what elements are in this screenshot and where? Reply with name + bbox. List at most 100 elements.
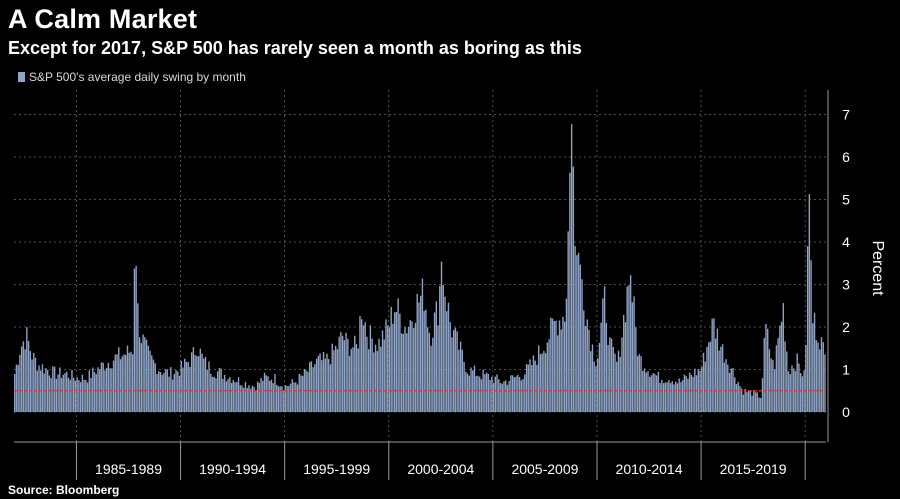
bar: [725, 359, 727, 412]
bar: [612, 346, 614, 412]
bar: [189, 366, 191, 412]
bar: [669, 383, 672, 412]
bar: [317, 355, 320, 412]
bar: [36, 370, 38, 412]
bar: [442, 284, 444, 412]
bar: [92, 367, 94, 412]
bar: [310, 361, 313, 412]
bar: [185, 361, 188, 412]
bar: [255, 390, 257, 412]
bar: [793, 368, 795, 412]
bar: [355, 344, 358, 412]
bar: [19, 354, 21, 412]
bar: [336, 349, 339, 412]
bar: [50, 378, 52, 412]
bar: [567, 231, 569, 412]
bar: [550, 317, 552, 412]
bar: [432, 337, 434, 412]
bar: [133, 268, 136, 412]
bar: [786, 351, 788, 412]
bar: [739, 385, 741, 412]
bar: [529, 359, 531, 412]
bar: [267, 376, 269, 412]
x-tick-label: 1995-1999: [303, 461, 370, 477]
bar: [598, 342, 601, 412]
bar: [300, 375, 302, 412]
bar: [564, 321, 566, 412]
bar: [31, 359, 33, 412]
x-tick-label: 1990-1994: [199, 461, 266, 477]
bar: [440, 261, 443, 412]
bar: [196, 356, 198, 412]
bar: [217, 371, 219, 412]
bar: [152, 359, 155, 412]
bar: [126, 345, 129, 412]
bar: [695, 375, 698, 412]
bar: [789, 374, 791, 412]
bar: [459, 341, 462, 412]
bar: [347, 338, 349, 412]
x-tick-label: 2010-2014: [616, 461, 683, 477]
bar: [595, 366, 597, 412]
bar: [34, 357, 37, 412]
bar: [366, 336, 368, 412]
bar: [203, 358, 205, 412]
bar: [737, 381, 739, 412]
bar: [100, 362, 103, 412]
y-tick-label: 6: [842, 149, 850, 165]
bar: [496, 374, 498, 412]
x-tick-label: 2015-2019: [720, 461, 787, 477]
bar: [222, 378, 224, 412]
bar: [820, 337, 823, 412]
bar: [701, 366, 703, 412]
bar: [609, 337, 611, 412]
bar: [518, 377, 521, 412]
bar: [590, 351, 592, 412]
bar: [723, 362, 726, 412]
bar: [260, 377, 262, 412]
bar: [477, 375, 479, 412]
bar: [406, 333, 408, 412]
bar: [246, 387, 248, 412]
bar: [633, 296, 635, 412]
bar: [444, 296, 446, 412]
bar: [265, 375, 267, 412]
bar: [602, 298, 604, 412]
bar: [435, 301, 438, 412]
bar: [638, 354, 641, 412]
axes: [14, 90, 829, 480]
bar: [767, 328, 769, 412]
bar: [683, 374, 686, 412]
bar: [74, 380, 77, 412]
bar: [229, 377, 231, 412]
bar: [484, 374, 486, 412]
bar: [727, 364, 729, 412]
bar: [813, 312, 816, 412]
bar: [661, 379, 663, 412]
bar: [749, 390, 752, 412]
bar: [322, 352, 325, 412]
chart-title: A Calm Market: [8, 4, 198, 34]
bar: [642, 370, 644, 412]
bar: [208, 361, 210, 412]
bar: [626, 286, 628, 412]
bar: [130, 351, 132, 412]
legend-label: S&P 500's average daily swing by month: [29, 70, 246, 84]
bar: [537, 345, 540, 412]
bar: [437, 325, 439, 412]
bar: [354, 335, 356, 412]
bar: [66, 371, 68, 412]
bar: [498, 379, 500, 412]
bar: [449, 321, 451, 412]
bar: [720, 346, 722, 412]
bar: [105, 367, 108, 412]
bar: [177, 371, 179, 412]
bar: [799, 373, 802, 412]
bar: [371, 338, 373, 412]
bar: [796, 353, 798, 412]
bar: [288, 385, 290, 412]
bar: [241, 385, 243, 412]
x-tick-label: 1985-1989: [95, 461, 162, 477]
bar: [503, 381, 505, 412]
bar: [777, 338, 779, 412]
